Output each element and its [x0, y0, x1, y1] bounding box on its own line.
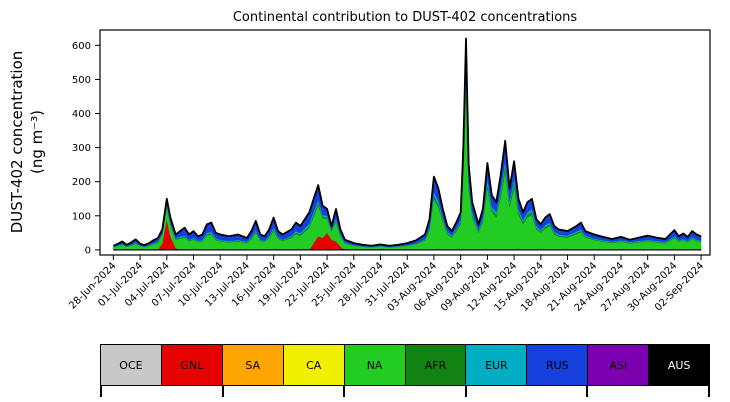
cropped-axis-tick [708, 385, 710, 397]
axes: 010020030040050060028-Jun-202401-Jul-202… [67, 29, 711, 314]
x-tick-label: 02-Sep-2024 [653, 260, 706, 313]
legend-item-RUS: RUS [526, 344, 589, 386]
y-tick-label: 0 [85, 245, 91, 256]
y-tick-label: 500 [72, 75, 91, 86]
legend-item-EUR: EUR [465, 344, 528, 386]
plot-border [99, 29, 711, 256]
legend-label: AUS [667, 358, 691, 372]
area-series-RUS [113, 38, 702, 248]
legend-item-AFR: AFR [404, 344, 467, 386]
legend-label: CA [306, 358, 322, 372]
legend-item-SA: SA [221, 344, 284, 386]
legend-label: EUR [485, 358, 508, 372]
y-tick-label: 100 [72, 211, 91, 222]
area-series-AFR [113, 79, 702, 248]
chart-title: Continental contribution to DUST-402 con… [233, 10, 578, 25]
legend-item-NA: NA [343, 344, 406, 386]
legend-item-OCE: OCE [100, 344, 162, 386]
total-concentration-line [113, 37, 702, 247]
stacked-areas [113, 37, 702, 251]
legend-label: NA [366, 358, 383, 372]
area-series-NA [113, 89, 702, 251]
area-series-EUR [113, 69, 702, 248]
y-axis-label-line2: (ng m⁻³) [28, 110, 46, 174]
legend-label: RUS [545, 358, 569, 372]
y-tick-label: 300 [72, 143, 91, 154]
y-axis-label-line1: DUST-402 concentration [8, 51, 26, 234]
cropped-axis-tick [343, 385, 346, 397]
cropped-axis-tick [221, 385, 224, 397]
legend-label: SA [245, 358, 261, 372]
y-tick-label: 600 [72, 41, 91, 52]
legend-item-AUS: AUS [648, 344, 711, 386]
legend-label: OCE [119, 358, 143, 372]
dust-concentration-chart: Continental contribution to DUST-402 con… [8, 10, 711, 314]
legend-item-GNL: GNL [160, 344, 223, 386]
legend-item-CA: CA [282, 344, 345, 386]
cropped-axis-tick [464, 385, 467, 397]
y-tick-label: 200 [72, 177, 91, 188]
y-tick-label: 400 [72, 109, 91, 120]
legend-label: ASI [609, 358, 628, 372]
cropped-axis-tick [100, 385, 102, 397]
legend-item-ASI: ASI [587, 344, 650, 386]
legend-label: GNL [180, 358, 204, 372]
cropped-axis-tick [586, 385, 589, 397]
continent-legend: OCE GNL SA CA NA AFR EUR RUS ASI AUS [100, 344, 711, 386]
legend-label: AFR [424, 358, 447, 372]
